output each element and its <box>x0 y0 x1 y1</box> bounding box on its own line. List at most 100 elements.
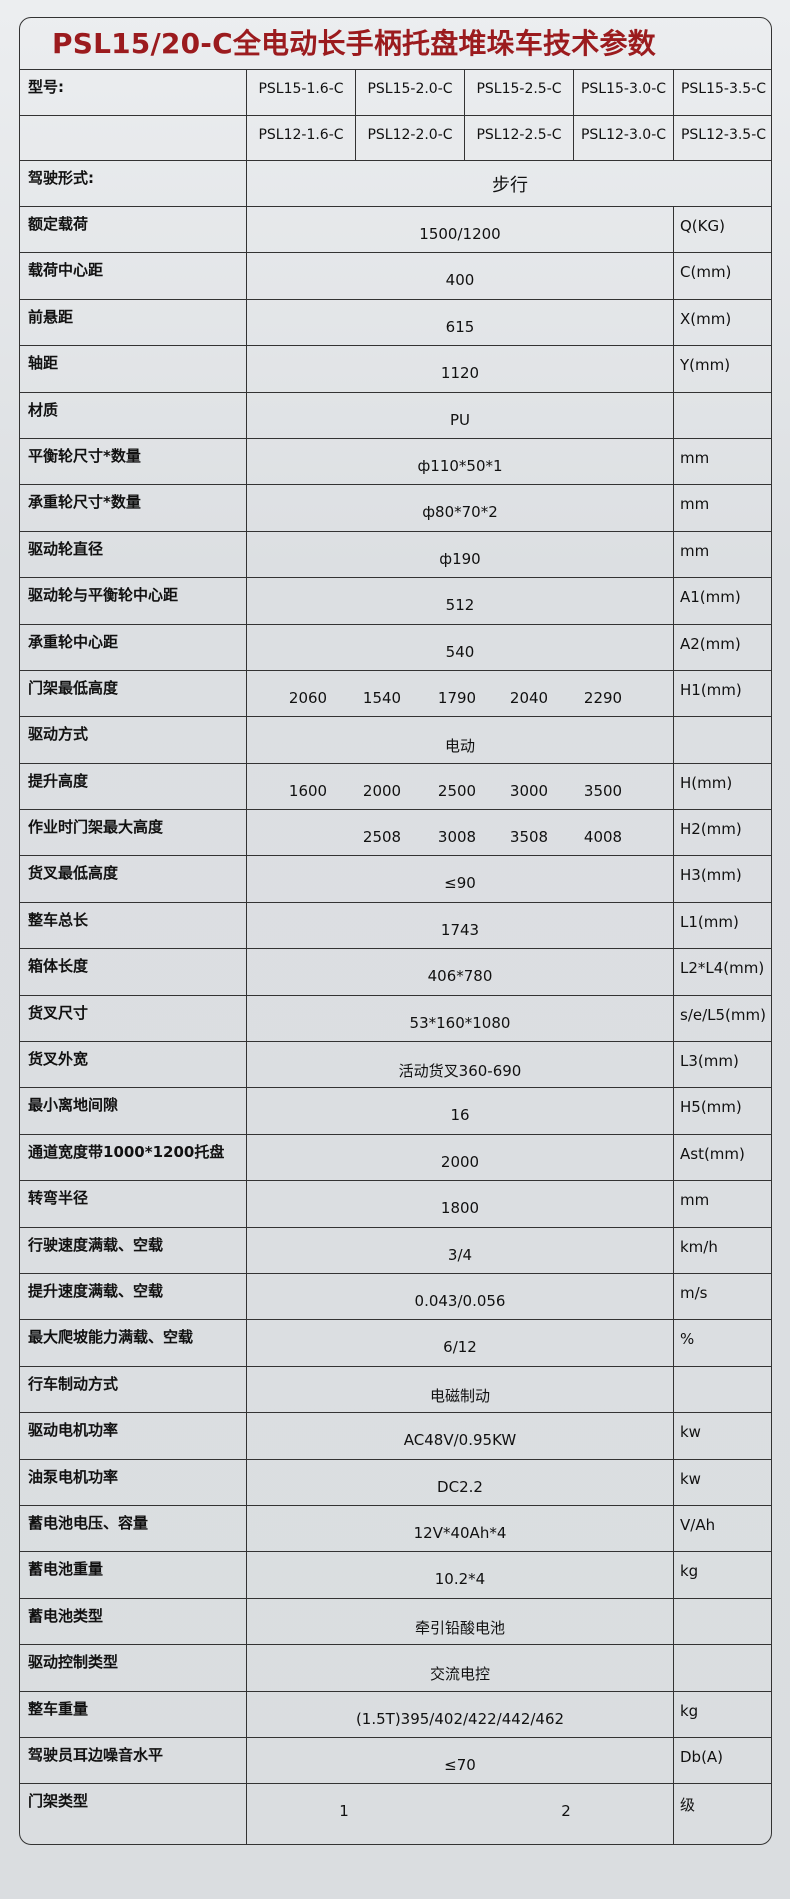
spec-unit <box>674 1599 771 1644</box>
spec-value: 512 <box>247 578 674 624</box>
spec-value-item: 2040 <box>509 688 549 707</box>
spec-label: 蓄电池类型 <box>20 1598 247 1645</box>
spec-label: 货叉最低高度 <box>20 856 247 902</box>
model-row-2: PSL12-1.6-C PSL12-2.0-C PSL12-2.5-C PSL12-3… <box>20 116 771 161</box>
spec-label: 作业时门架最大高度 <box>20 810 247 856</box>
spec-label: 油泵电机功率 <box>20 1459 247 1505</box>
spec-value: 交流电控 <box>247 1645 674 1691</box>
spec-row: 驱动方式 电动 <box>20 717 771 764</box>
spec-label: 驱动控制类型 <box>20 1645 247 1691</box>
spec-label: 转弯半径 <box>20 1181 247 1227</box>
model-cell: PSL15-3.0-C <box>574 70 674 115</box>
spec-unit: H3(mm) <box>680 866 742 885</box>
spec-row: 行驶速度满载、空载 3/4 km/h <box>20 1227 771 1274</box>
spec-unit: kw <box>680 1469 701 1488</box>
spec-unit: L3(mm) <box>680 1052 739 1071</box>
spec-unit <box>674 393 771 438</box>
spec-unit: mm <box>680 1191 710 1210</box>
spec-unit <box>674 717 771 762</box>
spec-label: 货叉外宽 <box>20 1042 247 1088</box>
spec-value: 406*780 <box>247 949 674 995</box>
spec-value: (1.5T)395/402/422/442/462 <box>247 1691 674 1737</box>
spec-value: 1800 <box>247 1181 674 1227</box>
model-cell: PSL12-1.6-C <box>247 116 356 160</box>
spec-value-item: 2500 <box>437 781 477 800</box>
spec-row: 驱动电机功率 AC48V/0.95KW kw <box>20 1413 771 1460</box>
spec-value: 1120 <box>247 346 674 392</box>
spec-row: 货叉尺寸 53*160*1080 s/e/L5(mm) <box>20 995 771 1043</box>
spec-value: 1743 <box>247 902 674 949</box>
spec-value: DC2.2 <box>247 1459 674 1505</box>
spec-row: 提升高度 1600 2000 2500 3000 3500 H(mm) <box>20 763 771 811</box>
spec-value: ф80*70*2 <box>247 485 674 531</box>
spec-row: 整车重量 (1.5T)395/402/422/442/462 kg <box>20 1691 771 1738</box>
spec-row: 承重轮中心距 540 A2(mm) <box>20 624 771 671</box>
spec-unit: s/e/L5(mm) <box>680 1005 766 1024</box>
spec-label: 前悬距 <box>20 299 247 346</box>
model-cell: PSL15-2.5-C <box>465 70 574 115</box>
spec-unit <box>674 1367 771 1412</box>
spec-value: 2508 3008 3508 4008 <box>247 810 674 856</box>
spec-row: 整车总长 1743 L1(mm) <box>20 902 771 950</box>
spec-row: 轴距 1120 Y(mm) <box>20 346 771 393</box>
spec-unit: m/s <box>680 1283 708 1302</box>
spec-unit: A1(mm) <box>680 588 741 607</box>
spec-label: 驱动轮与平衡轮中心距 <box>20 578 247 624</box>
spec-value-item: 2508 <box>362 828 402 847</box>
spec-value: 电动 <box>247 717 674 763</box>
spec-value-item: 2290 <box>583 688 623 707</box>
mast-stage-item: 1 <box>339 1802 349 1821</box>
spec-unit: C(mm) <box>680 263 732 282</box>
spec-value: 2000 <box>247 1134 674 1181</box>
spec-row: 驱动控制类型 交流电控 <box>20 1645 771 1692</box>
spec-value: 电磁制动 <box>247 1366 674 1413</box>
spec-label: 通道宽度带1000*1200托盘 <box>20 1134 247 1181</box>
spec-value: ф190 <box>247 531 674 578</box>
spec-row: 行车制动方式 电磁制动 <box>20 1366 771 1414</box>
spec-value: 10.2*4 <box>247 1552 674 1598</box>
spec-row: 蓄电池重量 10.2*4 kg <box>20 1552 771 1599</box>
spec-unit <box>674 1645 771 1690</box>
model-cell: PSL15-1.6-C <box>247 70 356 115</box>
spec-row: 额定载荷 1500/1200 Q(KG) <box>20 207 771 254</box>
spec-label: 货叉尺寸 <box>20 995 247 1042</box>
spec-row: 油泵电机功率 DC2.2 kw <box>20 1459 771 1506</box>
spec-unit: H1(mm) <box>680 680 742 699</box>
spec-unit: Q(KG) <box>680 217 725 235</box>
spec-unit: km/h <box>680 1237 718 1256</box>
mast-stage-item: 2 <box>561 1802 571 1821</box>
spec-value: 3/4 <box>247 1227 674 1273</box>
spec-unit: 级 <box>680 1796 696 1815</box>
spec-value: 400 <box>247 253 674 299</box>
spec-unit: mm <box>680 448 710 467</box>
spec-value: 牵引铅酸电池 <box>247 1598 674 1645</box>
spec-value: 2060 1540 1790 2040 2290 <box>247 670 674 717</box>
spec-unit: Db(A) <box>680 1747 724 1766</box>
drive-row: 驾驶形式: 步行 <box>20 161 771 207</box>
spec-label: 整车重量 <box>20 1691 247 1737</box>
spec-value: 12V*40Ah*4 <box>247 1505 674 1552</box>
spec-value-item: 1540 <box>362 688 402 707</box>
spec-label: 平衡轮尺寸*数量 <box>20 438 247 485</box>
spec-row: 门架类型 1 2 级 <box>20 1784 771 1844</box>
spec-unit: L1(mm) <box>680 912 739 931</box>
spec-label: 最大爬坡能力满载、空载 <box>20 1320 247 1366</box>
spec-row: 最大爬坡能力满载、空载 6/12% <box>20 1320 771 1367</box>
spec-value: AC48V/0.95KW <box>247 1413 674 1459</box>
spec-value: ф110*50*1 <box>247 438 674 485</box>
spec-unit: mm <box>680 495 710 514</box>
spec-value: 活动货叉360-690 <box>247 1042 674 1088</box>
spec-value: 1600 2000 2500 3000 3500 <box>247 763 674 810</box>
model-cell: PSL12-2.0-C <box>356 116 465 160</box>
spec-row: 平衡轮尺寸*数量 ф110*50*1 mm <box>20 438 771 486</box>
spec-label: 轴距 <box>20 346 247 392</box>
spec-label: 额定载荷 <box>20 207 247 253</box>
model-cell: PSL15-3.5-C <box>680 81 767 97</box>
spec-value-item: 2000 <box>362 781 402 800</box>
spec-label: 驱动轮直径 <box>20 531 247 578</box>
model-cell: PSL12-3.5-C <box>680 127 767 143</box>
spec-value: PU <box>247 392 674 438</box>
spec-label: 驱动电机功率 <box>20 1413 247 1459</box>
spec-row: 前悬距 615 X(mm) <box>20 299 771 347</box>
